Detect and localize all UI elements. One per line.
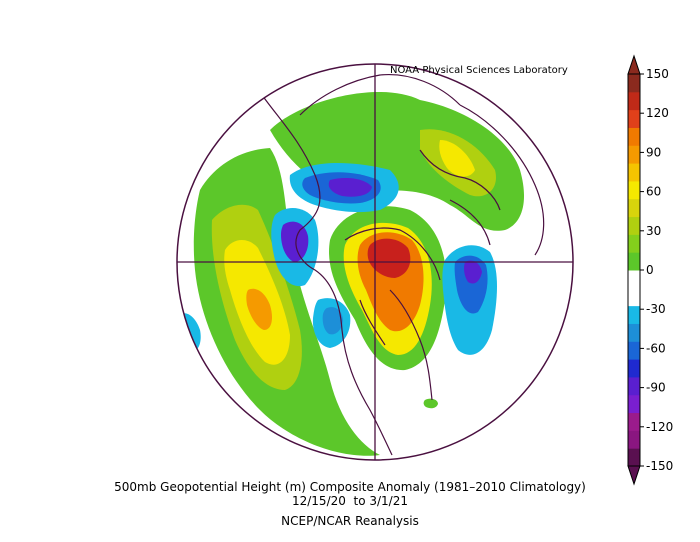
colorbar-segment [628, 323, 640, 342]
anomaly-pos-small [423, 398, 438, 409]
colorbar-segment [628, 91, 640, 111]
colorbar-segment [628, 216, 640, 235]
colorbar-segment [628, 163, 640, 182]
anomaly-pos-north-high [439, 140, 475, 177]
anomaly-neg-canada-high [328, 178, 372, 197]
colorbar-label: -150 [646, 459, 673, 473]
anomaly-neg-east-high [464, 260, 482, 284]
caption-line3: NCEP/NCAR Reanalysis [281, 514, 419, 528]
colorbar-segment [628, 109, 640, 128]
colorbar-label: -90 [646, 381, 666, 395]
anomaly-neg-pacific-edge [177, 313, 201, 353]
credit-label: NOAA Physical Sciences Laboratory [390, 65, 568, 76]
colorbar-label: 30 [646, 224, 661, 238]
colorbar-segment [628, 448, 640, 467]
colorbar-label: 120 [646, 106, 669, 120]
colorbar-segment [628, 180, 640, 200]
colorbar-segment [628, 270, 640, 289]
colorbar-segment [628, 412, 640, 431]
colorbar-segment [628, 198, 640, 218]
colorbar-segment [628, 127, 640, 146]
anomaly-neg-atlantic-mid [322, 307, 343, 335]
colorbar-arrow-high [627, 54, 641, 75]
map-boundary [176, 63, 574, 461]
anomaly-pos-pacific-max [246, 288, 272, 330]
colorbar-segment [628, 376, 640, 396]
colorbar-segment [628, 430, 640, 449]
anomaly-field [177, 91, 525, 456]
colorbar-segment [628, 74, 640, 93]
colorbar-segment [628, 359, 640, 378]
colorbar-segment [628, 394, 640, 414]
colorbar-label: 90 [646, 145, 661, 159]
colorbar-label: 150 [646, 67, 669, 81]
colorbar: 150 120 90 60 30 0 -30 -60 -90 -120 -150 [627, 54, 673, 486]
colorbar-segment [628, 341, 640, 360]
anomaly-pos-polar-max [367, 238, 411, 278]
colorbar-label: 60 [646, 185, 661, 199]
caption-line1: 500mb Geopotential Height (m) Composite … [114, 480, 586, 494]
colorbar-segment [628, 305, 640, 324]
colorbar-segment [628, 145, 640, 164]
coastlines [261, 73, 545, 456]
anomaly-pos-north [270, 91, 525, 231]
caption-line2: 12/15/20 to 3/1/21 [291, 494, 408, 508]
graticule [177, 64, 573, 460]
colorbar-segment [628, 252, 640, 271]
anomaly-neg-west-mid [281, 221, 309, 262]
colorbar-label: -120 [646, 420, 673, 434]
colorbar-label: 0 [646, 263, 654, 277]
colorbar-segment [628, 234, 640, 253]
colorbar-label: -30 [646, 302, 666, 316]
colorbar-segment [628, 287, 640, 307]
colorbar-label: -60 [646, 341, 666, 355]
